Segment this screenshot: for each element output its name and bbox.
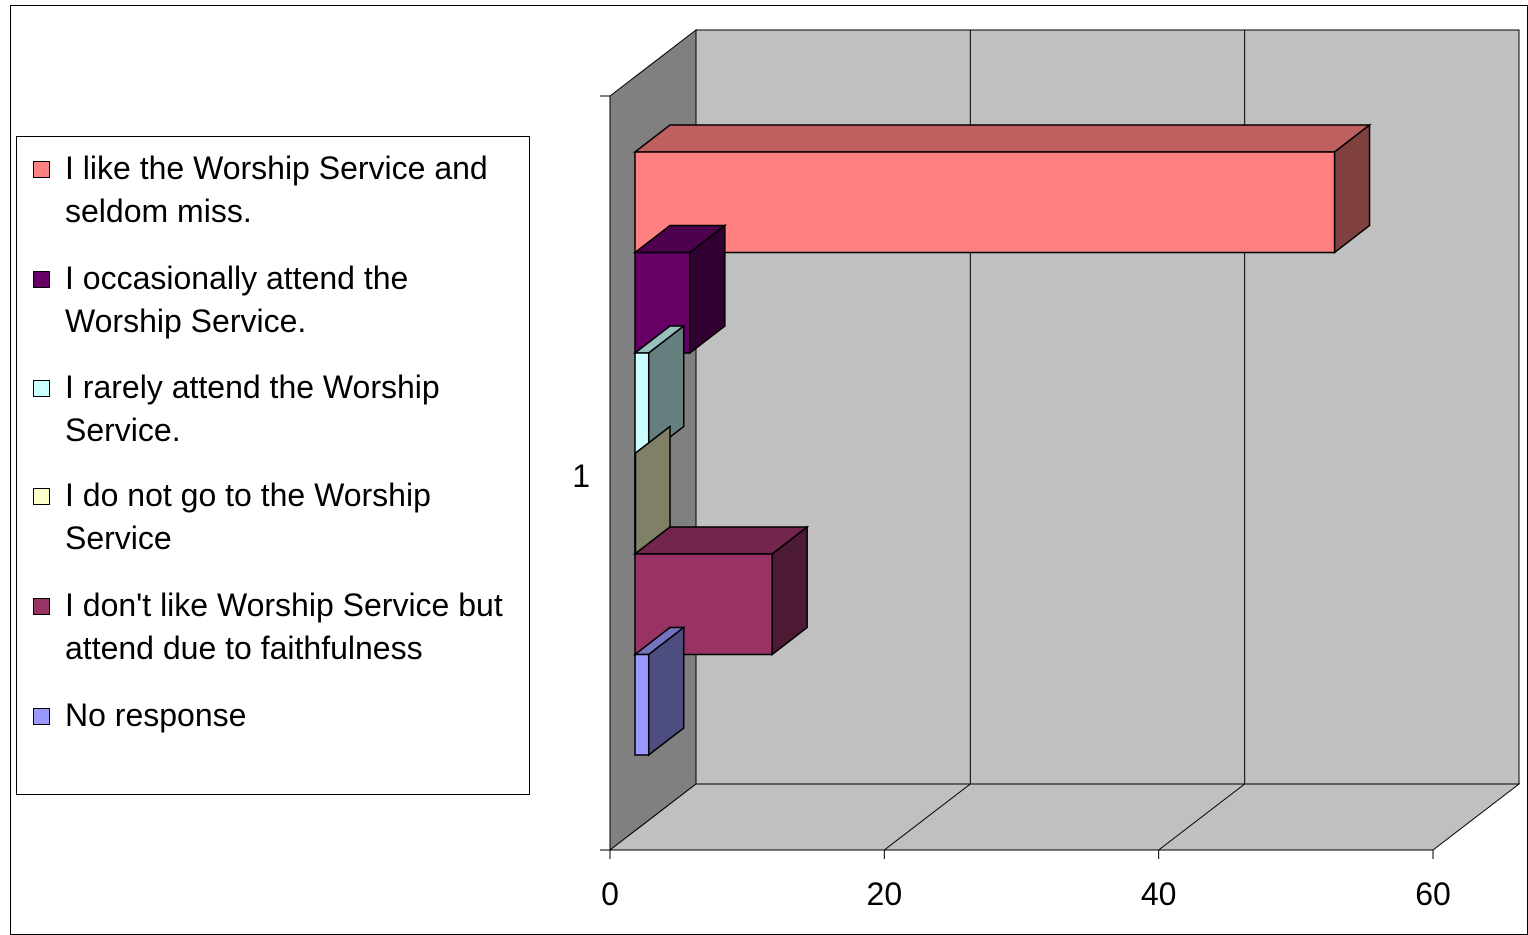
legend: I like the Worship Service and seldom mi… (16, 136, 530, 795)
bar-5 (632, 525, 810, 657)
bar-1 (632, 123, 1372, 255)
legend-swatch-4 (33, 488, 50, 505)
floor-gridline-40 (1158, 783, 1245, 851)
floor-gridline-20 (884, 783, 971, 851)
x-tick-label-40: 40 (1141, 876, 1177, 912)
bar-front-1 (634, 151, 1336, 254)
legend-item-3: I rarely attend the Worship Service. (33, 366, 523, 452)
legend-label-3: I rarely attend the Worship Service. (65, 369, 440, 448)
bar-front-6 (634, 653, 650, 756)
bar-3 (632, 324, 686, 456)
legend-swatch-1 (33, 161, 50, 178)
legend-label-1: I like the Worship Service and seldom mi… (65, 150, 488, 229)
legend-label-6: No response (65, 697, 247, 733)
legend-swatch-3 (33, 380, 50, 397)
y-tick-label-1: 1 (572, 458, 590, 494)
legend-swatch-5 (33, 598, 50, 615)
bar-top-1 (632, 124, 1372, 153)
x-tick-label-60: 60 (1415, 876, 1451, 912)
legend-item-5: I don't like Worship Service but attend … (33, 584, 523, 670)
x-tick-label-0: 0 (601, 876, 619, 912)
legend-swatch-6 (33, 708, 50, 725)
x-tick-label-20: 20 (867, 876, 903, 912)
legend-label-4: I do not go to the Worship Service (65, 477, 431, 556)
legend-item-2: I occasionally attend the Worship Servic… (33, 257, 523, 343)
bar-front-4 (634, 452, 637, 555)
legend-item-6: No response (33, 694, 523, 737)
legend-label-2: I occasionally attend the Worship Servic… (65, 260, 409, 339)
bar-6 (632, 625, 686, 757)
legend-label-5: I don't like Worship Service but attend … (65, 587, 503, 666)
legend-swatch-2 (33, 271, 50, 288)
bar-front-3 (634, 352, 650, 455)
legend-item-4: I do not go to the Worship Service (33, 474, 523, 560)
legend-item-1: I like the Worship Service and seldom mi… (33, 147, 523, 233)
floor (608, 783, 1521, 851)
